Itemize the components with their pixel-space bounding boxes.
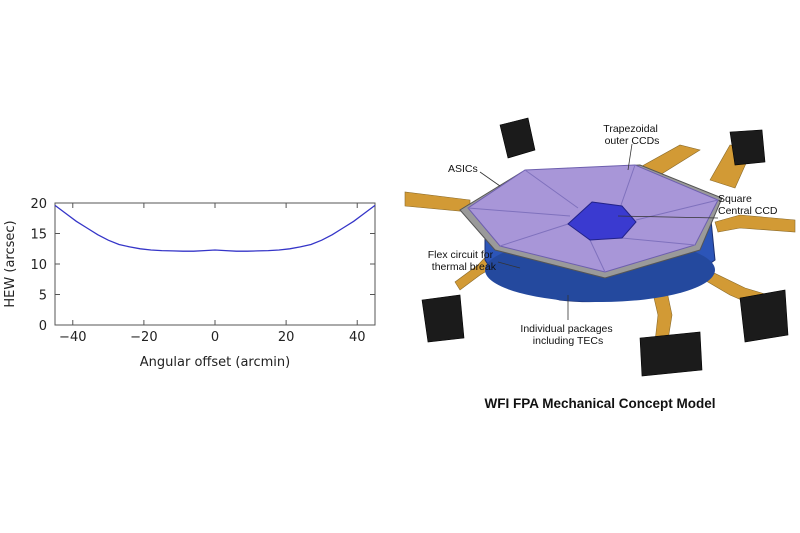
hew-chart: −40 −20 0 20 40 0 5 10 15 20 HEW (arcsec) Angular… xyxy=(3,197,376,370)
x-tick-label: 40 xyxy=(349,330,366,345)
label-individual-packages: Individual packages including TECs xyxy=(520,323,615,347)
y-axis-label: HEW (arcsec) xyxy=(3,220,18,307)
x-tick-label: 20 xyxy=(278,330,295,345)
x-tick-label: −20 xyxy=(130,330,157,345)
fpa-model-figure: Trapezoidal outer CCDs ASICs Square Cent… xyxy=(404,117,796,411)
mounting-blocks xyxy=(421,117,789,377)
y-tick-label: 10 xyxy=(30,258,47,273)
leader-lines xyxy=(479,143,719,320)
label-trapezoidal-outer-ccds: Trapezoidal outer CCDs xyxy=(603,123,660,147)
label-flex-circuit: Flex circuit for thermal break xyxy=(428,249,497,273)
label-square-central-ccd: Square Central CCD xyxy=(718,193,778,217)
y-tick-label: 15 xyxy=(30,228,47,243)
x-axis-label: Angular offset (arcmin) xyxy=(140,355,290,370)
y-tick-label: 0 xyxy=(39,319,47,334)
label-asics: ASICs xyxy=(448,163,478,175)
y-tick-label: 20 xyxy=(30,197,47,212)
y-tick-label: 5 xyxy=(39,289,47,304)
central-ccd xyxy=(567,201,637,241)
figure-caption: WFI FPA Mechanical Concept Model xyxy=(484,396,715,411)
x-tick-label: 0 xyxy=(211,330,219,345)
plot-frame xyxy=(54,202,376,326)
x-tick-label: −40 xyxy=(59,330,86,345)
hew-series-line xyxy=(54,204,376,252)
